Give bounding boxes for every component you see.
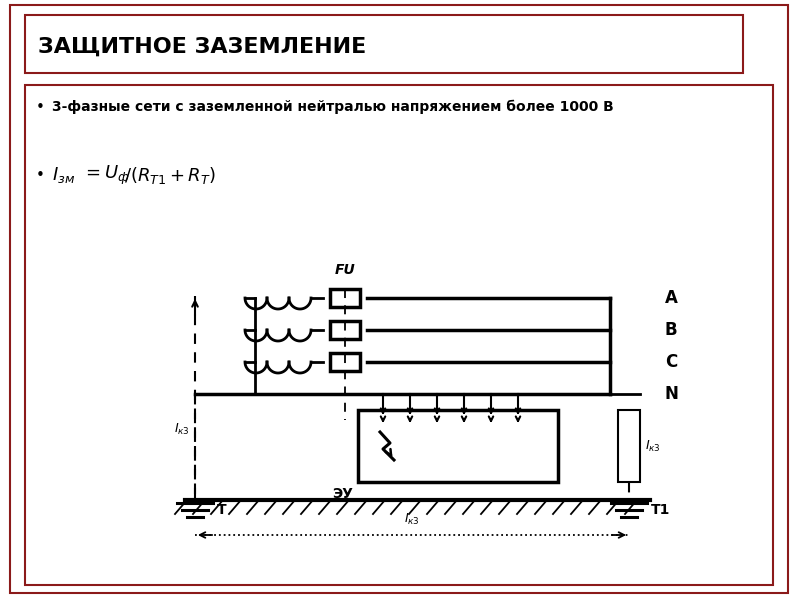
Text: T: T xyxy=(217,503,226,517)
Text: $= U_{ф}$: $= U_{ф}$ xyxy=(82,163,130,187)
Text: $I_{зм}$: $I_{зм}$ xyxy=(52,165,75,185)
Text: $I_{к3}$: $I_{к3}$ xyxy=(645,439,661,454)
Text: ЗАЩИТНОЕ ЗАЗЕМЛЕНИЕ: ЗАЩИТНОЕ ЗАЗЕМЛЕНИЕ xyxy=(38,37,366,57)
Text: $I_{к3}$: $I_{к3}$ xyxy=(174,421,190,437)
Bar xyxy=(618,410,640,482)
Bar xyxy=(330,353,360,371)
Text: B: B xyxy=(665,321,678,339)
Text: C: C xyxy=(665,353,678,371)
Bar xyxy=(358,410,558,482)
Text: FU: FU xyxy=(334,263,355,277)
Bar xyxy=(25,15,743,73)
Text: $/ (R_{T1} + R_{T})$: $/ (R_{T1} + R_{T})$ xyxy=(124,164,216,185)
Bar xyxy=(25,85,773,585)
Text: 3-фазные сети с заземленной нейтралью напряжением более 1000 В: 3-фазные сети с заземленной нейтралью на… xyxy=(52,100,614,114)
Text: T1: T1 xyxy=(651,503,670,517)
Text: A: A xyxy=(665,289,678,307)
Text: $I_{к3}$: $I_{к3}$ xyxy=(404,512,420,527)
Text: •: • xyxy=(36,100,45,115)
Bar xyxy=(330,321,360,339)
Text: N: N xyxy=(665,385,679,403)
Text: ЭУ: ЭУ xyxy=(332,487,353,501)
Text: •: • xyxy=(36,167,45,182)
Bar xyxy=(330,289,360,307)
